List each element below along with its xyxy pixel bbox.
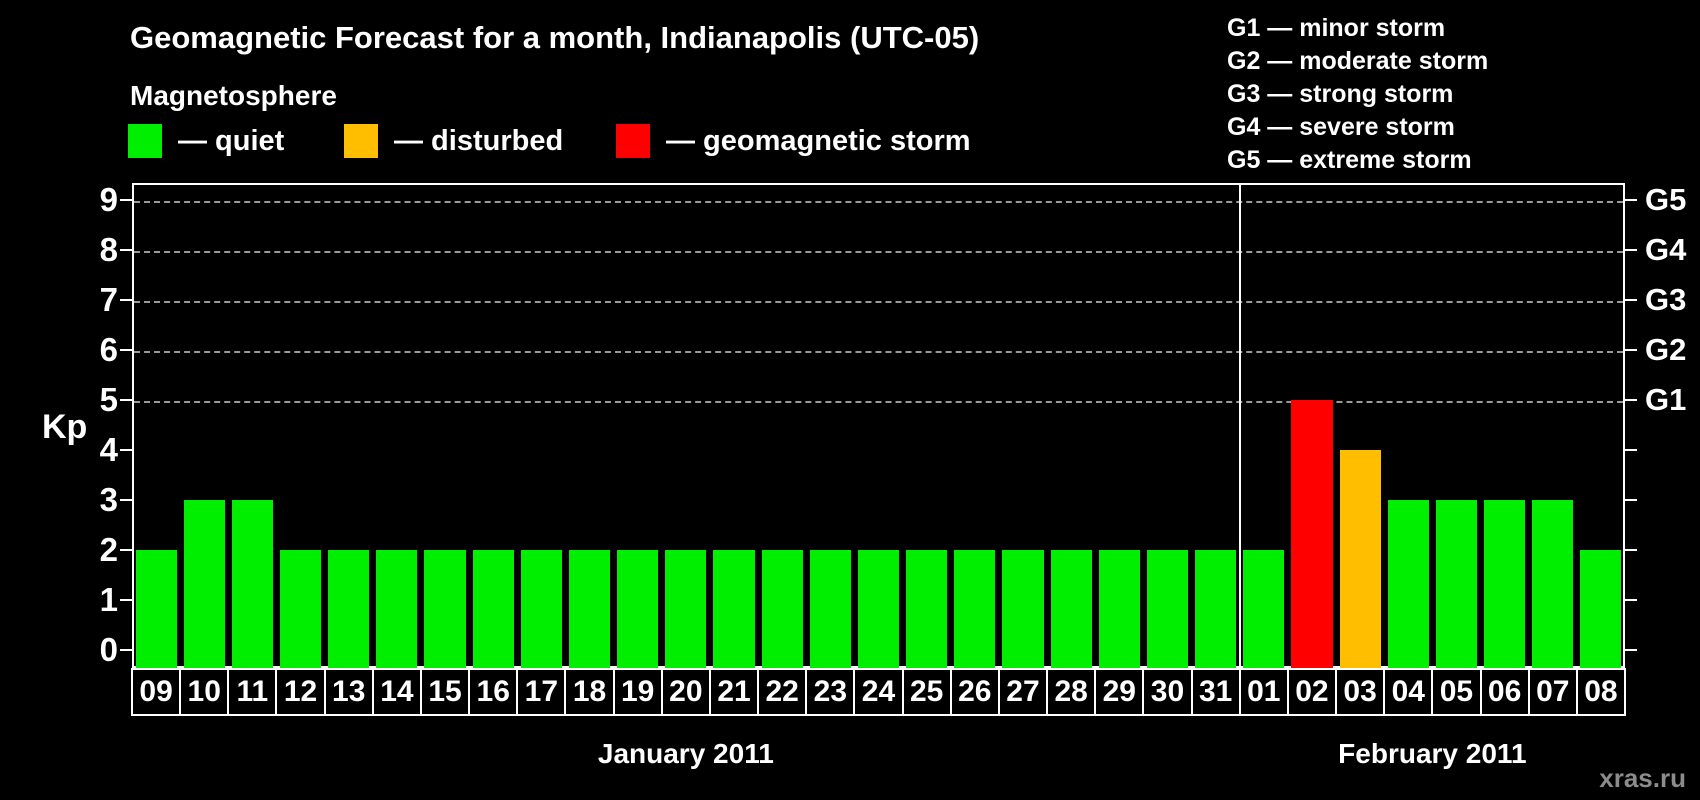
month-label-january: January 2011 <box>597 738 774 769</box>
day-box-23: 23 <box>805 668 856 716</box>
y-tick-label-7: 7 <box>99 281 118 318</box>
legend-item-disturbed: — disturbed <box>344 124 563 158</box>
right-tick-8 <box>1625 249 1637 251</box>
storm-scale-legend: G1 — minor storm G2 — moderate storm G3 — … <box>1227 12 1488 177</box>
legend-label: — quiet <box>178 124 285 157</box>
day-box-06: 06 <box>1479 668 1530 716</box>
day-box-25: 25 <box>901 668 952 716</box>
y-tick-label-1: 1 <box>99 581 118 618</box>
day-box-08: 08 <box>1575 668 1626 716</box>
right-tick-2 <box>1625 549 1637 551</box>
left-tick-2 <box>120 549 132 551</box>
quiet-swatch <box>128 124 162 158</box>
right-tick-4 <box>1625 449 1637 451</box>
day-box-05: 05 <box>1431 668 1482 716</box>
gridline-kp5 <box>134 401 1623 403</box>
legend-label: — geomagnetic storm <box>666 124 971 157</box>
left-tick-4 <box>120 449 132 451</box>
day-box-04: 04 <box>1383 668 1434 716</box>
day-box-11: 11 <box>227 668 278 716</box>
right-tick-9 <box>1625 199 1637 201</box>
g-scale-label-g2: G2 <box>1645 332 1687 367</box>
left-tick-1 <box>120 599 132 601</box>
plot-area <box>132 183 1625 668</box>
magnetosphere-label: Magnetosphere <box>130 80 337 111</box>
day-box-09: 09 <box>131 668 182 716</box>
storm-scale-line-g5: G5 — extreme storm <box>1227 146 1472 174</box>
y-tick-label-3: 3 <box>99 481 118 518</box>
watermark: xras.ru <box>1599 763 1686 793</box>
day-box-22: 22 <box>757 668 808 716</box>
storm-scale-line-g2: G2 — moderate storm <box>1227 47 1489 75</box>
day-box-19: 19 <box>612 668 663 716</box>
right-tick-6 <box>1625 349 1637 351</box>
left-tick-8 <box>120 249 132 251</box>
day-box-28: 28 <box>1046 668 1097 716</box>
left-tick-9 <box>120 199 132 201</box>
right-tick-1 <box>1625 599 1637 601</box>
storm-scale-line-g3: G3 — strong storm <box>1227 80 1454 108</box>
day-box-30: 30 <box>1142 668 1193 716</box>
right-tick-3 <box>1625 499 1637 501</box>
gridline-kp7 <box>134 301 1623 303</box>
day-box-02: 02 <box>1286 668 1338 716</box>
day-box-29: 29 <box>1094 668 1145 716</box>
legend-label: — disturbed <box>394 124 564 157</box>
left-tick-7 <box>120 299 132 301</box>
storm-scale-line-g4: G4 — severe storm <box>1227 113 1455 141</box>
left-tick-5 <box>120 399 132 401</box>
left-tick-0 <box>120 649 132 651</box>
day-box-03: 03 <box>1335 668 1386 716</box>
right-tick-0 <box>1625 649 1637 651</box>
y-axis-title: Kp <box>42 408 88 446</box>
day-box-10: 10 <box>179 668 230 716</box>
g-scale-label-g5: G5 <box>1645 182 1687 217</box>
storm-swatch <box>616 124 650 158</box>
day-box-21: 21 <box>708 668 760 716</box>
y-tick-label-9: 9 <box>99 181 118 218</box>
right-tick-5 <box>1625 399 1637 401</box>
legend-item-quiet: — quiet <box>128 124 284 158</box>
disturbed-swatch <box>344 124 378 158</box>
day-box-16: 16 <box>468 668 519 716</box>
legend-item-storm: — geomagnetic storm <box>616 124 971 158</box>
left-tick-3 <box>120 499 132 501</box>
day-box-20: 20 <box>660 668 711 716</box>
day-box-27: 27 <box>997 668 1049 716</box>
day-box-24: 24 <box>853 668 904 716</box>
y-tick-label-0: 0 <box>99 631 118 668</box>
gridline-kp6 <box>134 351 1623 353</box>
g-scale-label-g1: G1 <box>1645 382 1687 417</box>
page-title: Geomagnetic Forecast for a month, Indian… <box>130 20 980 55</box>
y-tick-label-6: 6 <box>99 331 118 368</box>
gridline-kp9 <box>134 201 1623 203</box>
day-box-13: 13 <box>323 668 374 716</box>
day-box-17: 17 <box>516 668 567 716</box>
day-box-01: 01 <box>1238 668 1289 716</box>
day-box-15: 15 <box>419 668 471 716</box>
g-scale-label-g4: G4 <box>1645 232 1687 267</box>
gridline-kp8 <box>134 251 1623 253</box>
day-box-14: 14 <box>371 668 422 716</box>
g-scale-label-g3: G3 <box>1645 282 1687 317</box>
month-label-february: February 2011 <box>1338 738 1527 769</box>
day-box-12: 12 <box>275 668 326 716</box>
storm-scale-line-g1: G1 — minor storm <box>1227 14 1446 42</box>
left-tick-6 <box>120 349 132 351</box>
day-box-31: 31 <box>1190 668 1241 716</box>
y-tick-label-2: 2 <box>99 531 118 568</box>
y-tick-label-8: 8 <box>99 231 118 268</box>
day-box-26: 26 <box>949 668 1000 716</box>
day-box-07: 07 <box>1527 668 1578 716</box>
day-box-18: 18 <box>564 668 615 716</box>
right-tick-7 <box>1625 299 1637 301</box>
